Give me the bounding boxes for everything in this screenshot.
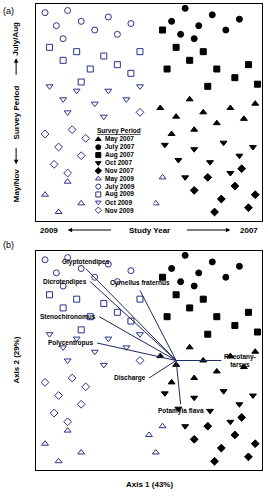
svg-text:Aug 2009: Aug 2009 <box>105 190 134 198</box>
svg-text:Glyptotendipes: Glyptotendipes <box>62 258 110 266</box>
svg-text:Axis 2 (29%): Axis 2 (29%) <box>12 336 21 383</box>
svg-text:Nov 2007: Nov 2007 <box>105 167 134 174</box>
svg-text:Aug 2007: Aug 2007 <box>105 151 134 159</box>
svg-text:Cyrnellus fraternus: Cyrnellus fraternus <box>110 279 170 287</box>
svg-text:Polycentropus: Polycentropus <box>48 339 94 347</box>
svg-text:Study Year: Study Year <box>129 226 170 235</box>
svg-text:Dicrotendipes: Dicrotendipes <box>43 278 87 286</box>
svg-text:Survey Period: Survey Period <box>12 86 21 140</box>
svg-text:Oct 2009: Oct 2009 <box>105 199 132 206</box>
svg-text:Rheotany-tarsus: Rheotany-tarsus <box>224 353 256 368</box>
svg-text:July/Aug: July/Aug <box>11 22 20 56</box>
svg-text:May/Nov: May/Nov <box>12 169 21 202</box>
svg-text:(a): (a) <box>3 6 14 16</box>
svg-text:Discharge: Discharge <box>114 374 146 382</box>
svg-text:Stenochironomus: Stenochironomus <box>40 313 96 320</box>
svg-text:Survey Period: Survey Period <box>97 127 141 135</box>
svg-text:Oct 2007: Oct 2007 <box>105 159 132 166</box>
svg-text:Nov 2009: Nov 2009 <box>105 207 134 214</box>
svg-text:2007: 2007 <box>240 226 258 235</box>
svg-text:2009: 2009 <box>40 226 58 235</box>
svg-text:Potamyia flava: Potamyia flava <box>158 407 204 415</box>
svg-text:(b): (b) <box>3 240 14 250</box>
svg-text:May 2007: May 2007 <box>105 135 134 143</box>
svg-text:May 2009: May 2009 <box>105 175 134 183</box>
svg-text:July 2009: July 2009 <box>105 183 135 191</box>
svg-text:Axis 1 (43%): Axis 1 (43%) <box>126 480 173 489</box>
svg-text:July 2007: July 2007 <box>105 143 135 151</box>
